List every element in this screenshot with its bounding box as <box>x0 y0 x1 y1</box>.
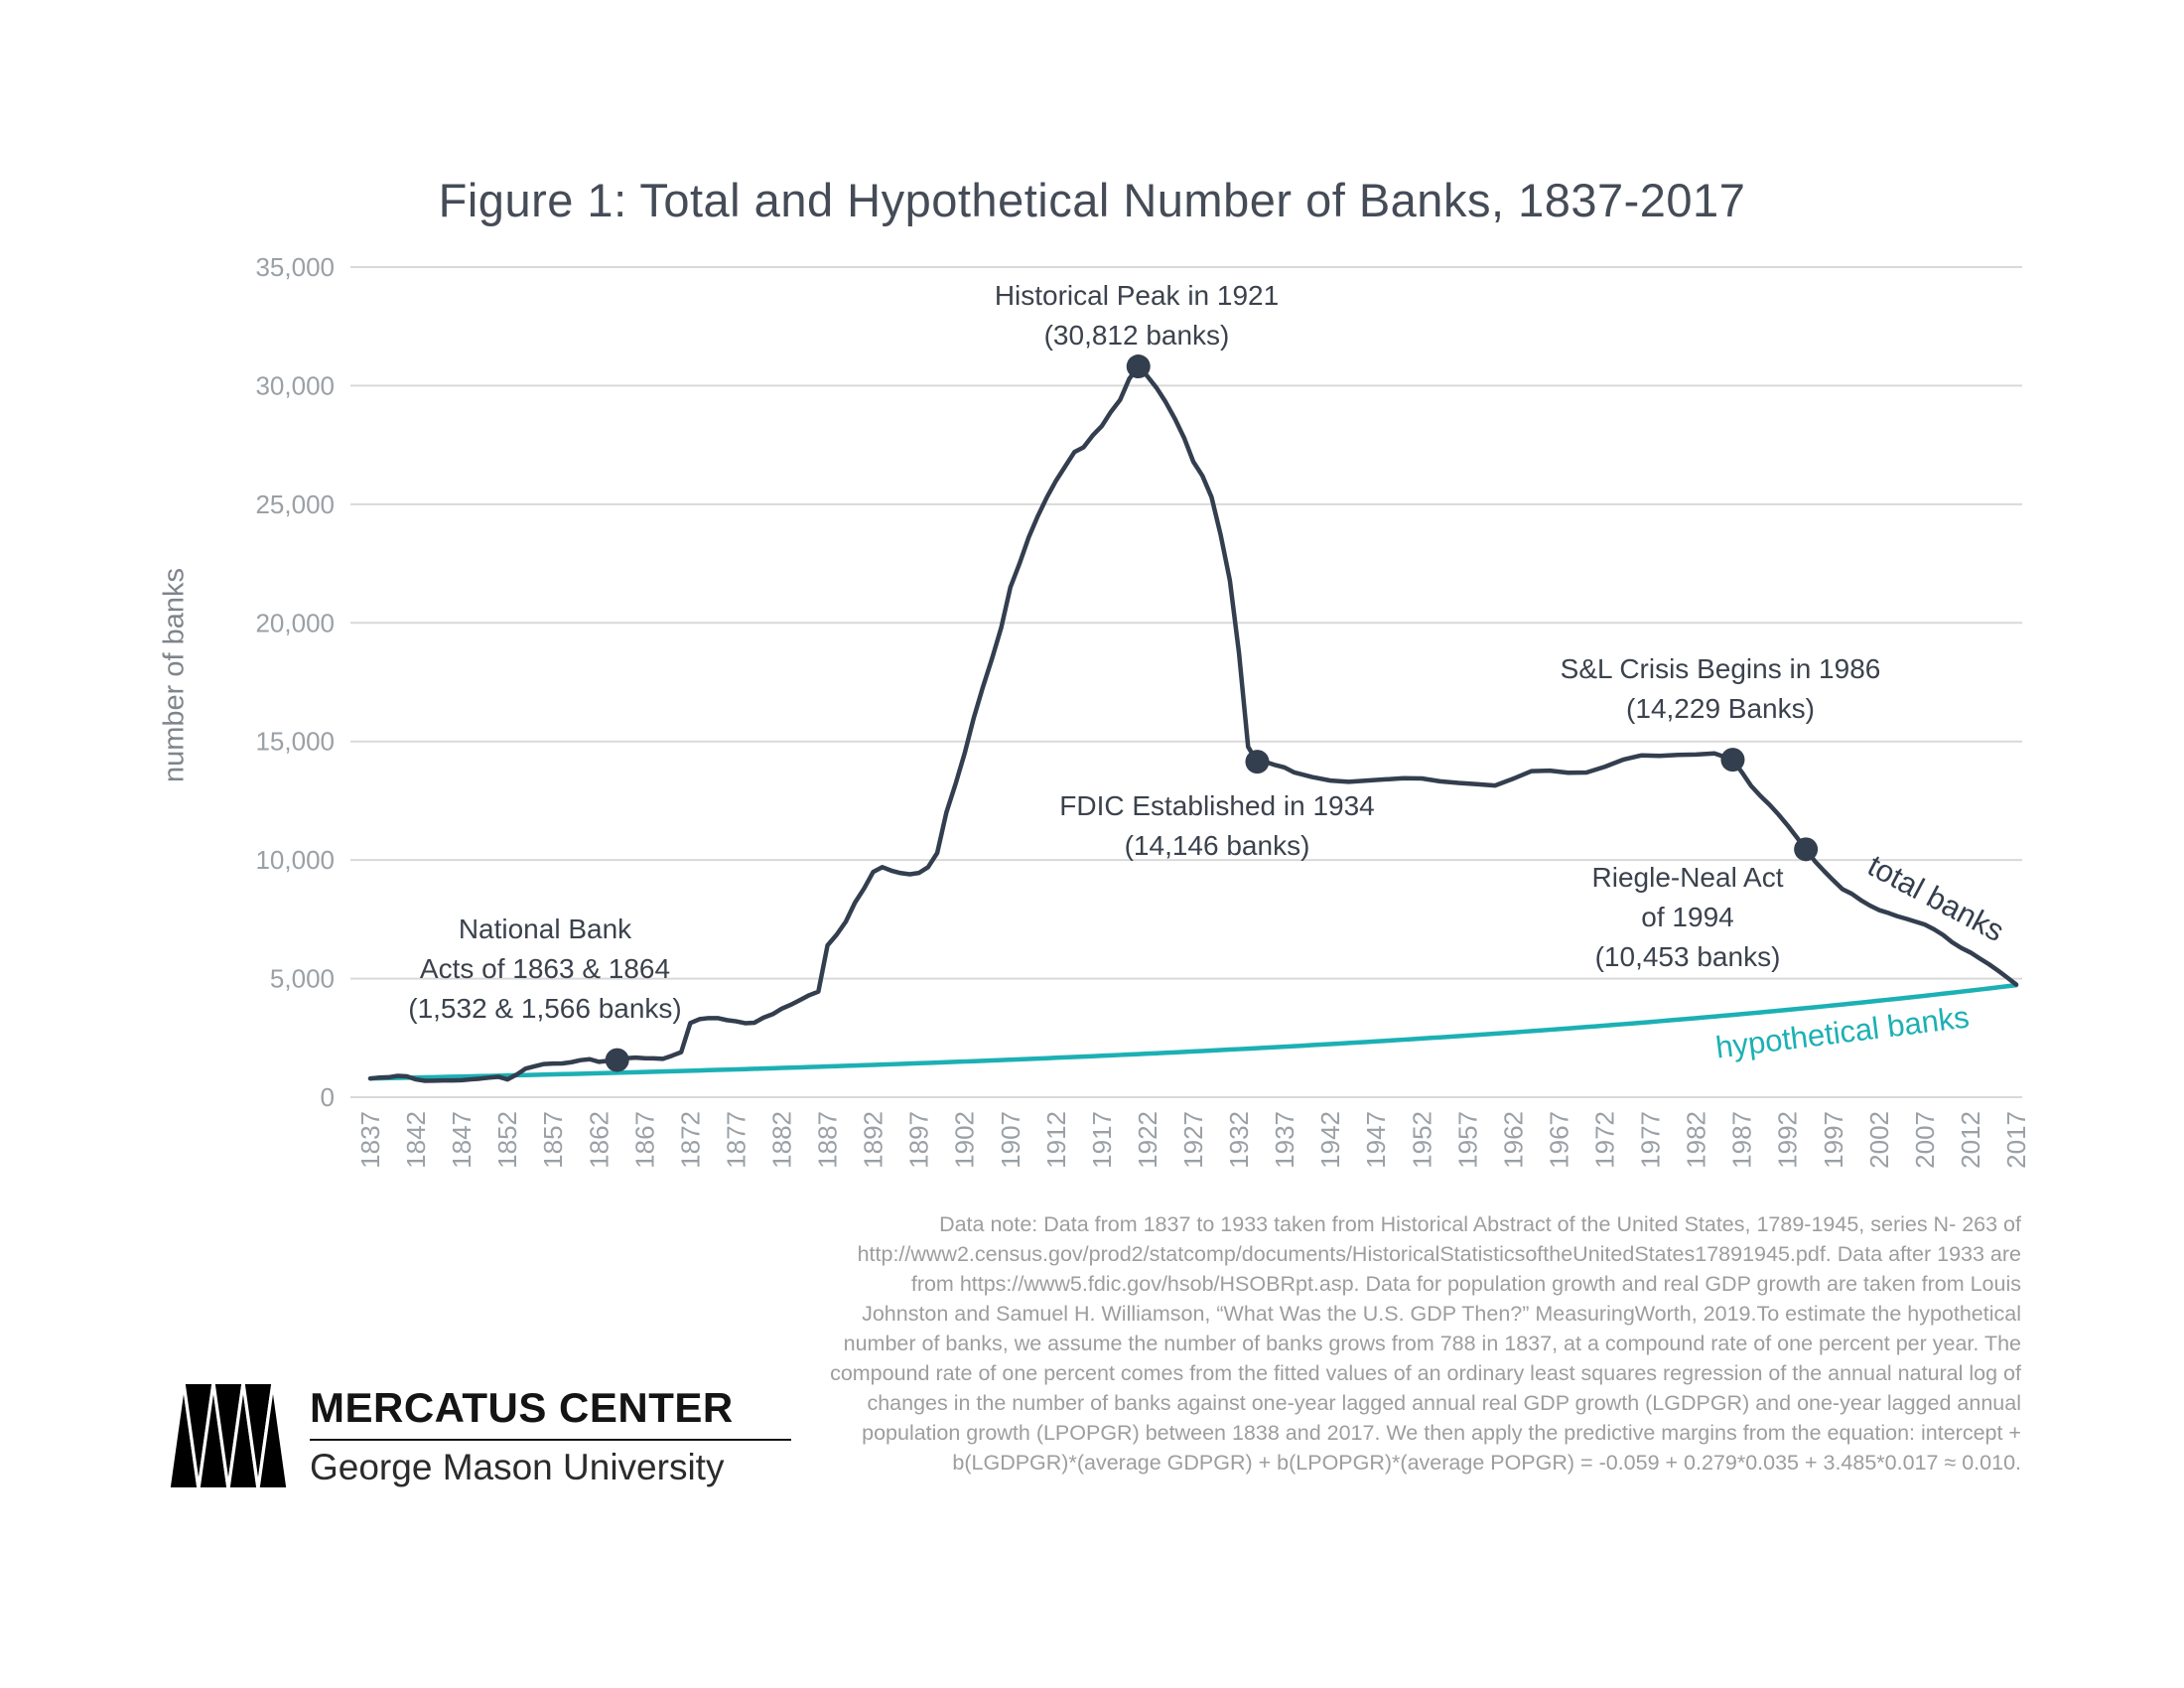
svg-text:5,000: 5,000 <box>270 964 335 994</box>
svg-text:2002: 2002 <box>1864 1111 1894 1169</box>
logo-divider <box>310 1438 791 1441</box>
svg-text:20,000: 20,000 <box>255 608 335 637</box>
svg-text:1887: 1887 <box>813 1111 843 1169</box>
svg-text:25,000: 25,000 <box>255 490 335 519</box>
annotation-line: Historical Peak in 1921 <box>994 280 1280 311</box>
svg-text:30,000: 30,000 <box>255 370 335 400</box>
annotation-fdic-established: FDIC Established in 1934 (14,146 banks) <box>1059 786 1375 866</box>
svg-text:1857: 1857 <box>538 1111 568 1169</box>
svg-text:1837: 1837 <box>355 1111 385 1169</box>
annotation-line: Riegle-Neal Act <box>1591 862 1784 893</box>
svg-text:1892: 1892 <box>859 1111 888 1169</box>
svg-text:1937: 1937 <box>1270 1111 1299 1169</box>
svg-text:2012: 2012 <box>1956 1111 1985 1169</box>
mercatus-logo-text: MERCATUS CENTER George Mason University <box>310 1384 791 1488</box>
svg-text:1927: 1927 <box>1178 1111 1208 1169</box>
annotation-line: (14,146 banks) <box>1124 830 1310 861</box>
mercatus-logo: MERCATUS CENTER George Mason University <box>169 1380 791 1491</box>
svg-text:1977: 1977 <box>1636 1111 1666 1169</box>
svg-text:1912: 1912 <box>1041 1111 1071 1169</box>
svg-text:1842: 1842 <box>401 1111 431 1169</box>
svg-text:1947: 1947 <box>1361 1111 1391 1169</box>
svg-text:1972: 1972 <box>1590 1111 1620 1169</box>
annotation-line: S&L Crisis Begins in 1986 <box>1560 653 1881 684</box>
svg-text:35,000: 35,000 <box>255 252 335 282</box>
svg-text:2017: 2017 <box>2001 1111 2031 1169</box>
svg-text:1847: 1847 <box>447 1111 477 1169</box>
svg-text:1942: 1942 <box>1315 1111 1345 1169</box>
annotation-line: of 1994 <box>1641 902 1734 932</box>
annotation-historical-peak: Historical Peak in 1921 (30,812 banks) <box>995 276 1279 355</box>
svg-text:1952: 1952 <box>1407 1111 1436 1169</box>
svg-text:1957: 1957 <box>1452 1111 1482 1169</box>
svg-text:1962: 1962 <box>1498 1111 1528 1169</box>
svg-text:1922: 1922 <box>1133 1111 1162 1169</box>
svg-text:1852: 1852 <box>492 1111 522 1169</box>
svg-text:1967: 1967 <box>1544 1111 1573 1169</box>
data-note: Data note: Data from 1837 to 1933 taken … <box>830 1212 2021 1475</box>
annotation-line: (1,532 & 1,566 banks) <box>408 993 682 1024</box>
svg-text:15,000: 15,000 <box>255 727 335 757</box>
svg-text:2007: 2007 <box>1910 1111 1940 1169</box>
svg-text:1917: 1917 <box>1087 1111 1117 1169</box>
svg-text:10,000: 10,000 <box>255 845 335 875</box>
annotation-line: FDIC Established in 1934 <box>1059 790 1375 821</box>
annotation-line: (30,812 banks) <box>1043 320 1230 351</box>
svg-text:1877: 1877 <box>721 1111 751 1169</box>
mercatus-center-wordmark: MERCATUS CENTER <box>310 1383 734 1431</box>
svg-text:1992: 1992 <box>1773 1111 1803 1169</box>
svg-text:0: 0 <box>321 1082 335 1112</box>
annotation-sl-crisis: S&L Crisis Begins in 1986 (14,229 Banks) <box>1561 649 1881 729</box>
mercatus-logo-mark-icon <box>169 1380 288 1491</box>
svg-text:1907: 1907 <box>996 1111 1025 1169</box>
annotation-national-bank-acts: National Bank Acts of 1863 & 1864 (1,532… <box>408 910 682 1029</box>
svg-text:1867: 1867 <box>629 1111 659 1169</box>
svg-text:1982: 1982 <box>1682 1111 1711 1169</box>
svg-text:1932: 1932 <box>1224 1111 1254 1169</box>
svg-text:1902: 1902 <box>950 1111 980 1169</box>
chart-title: Figure 1: Total and Hypothetical Number … <box>438 174 1746 226</box>
annotation-riegle-neal: Riegle-Neal Act of 1994 (10,453 banks) <box>1592 858 1784 977</box>
george-mason-wordmark: George Mason University <box>310 1446 725 1487</box>
annotation-line: (10,453 banks) <box>1594 941 1781 972</box>
annotation-line: Acts of 1863 & 1864 <box>419 953 671 984</box>
annotation-line: National Bank <box>458 914 632 944</box>
svg-text:1897: 1897 <box>904 1111 934 1169</box>
svg-text:1872: 1872 <box>675 1111 705 1169</box>
svg-text:1987: 1987 <box>1727 1111 1757 1169</box>
svg-text:1997: 1997 <box>1819 1111 1848 1169</box>
svg-text:1862: 1862 <box>584 1111 614 1169</box>
svg-text:1882: 1882 <box>767 1111 797 1169</box>
annotation-line: (14,229 Banks) <box>1626 693 1815 724</box>
